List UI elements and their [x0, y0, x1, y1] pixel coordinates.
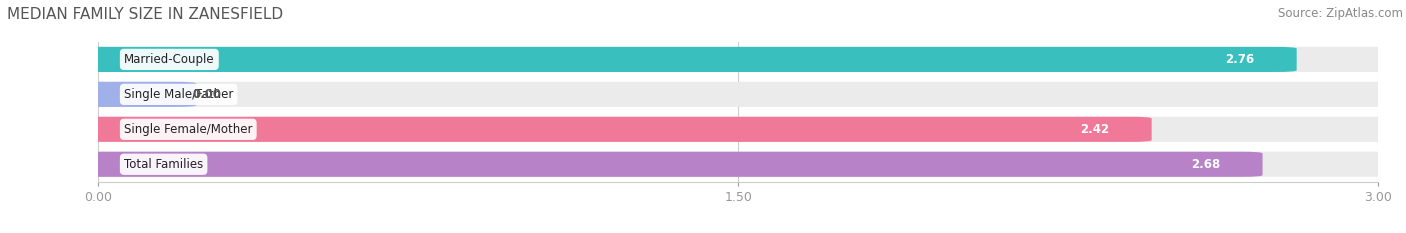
Text: 2.76: 2.76: [1225, 53, 1254, 66]
FancyBboxPatch shape: [77, 47, 1399, 72]
Text: Single Male/Father: Single Male/Father: [124, 88, 233, 101]
Text: 2.42: 2.42: [1080, 123, 1109, 136]
FancyBboxPatch shape: [77, 82, 197, 107]
FancyBboxPatch shape: [77, 82, 1399, 107]
Text: Source: ZipAtlas.com: Source: ZipAtlas.com: [1278, 7, 1403, 20]
Text: Total Families: Total Families: [124, 158, 204, 171]
Text: 2.68: 2.68: [1191, 158, 1220, 171]
Text: Married-Couple: Married-Couple: [124, 53, 215, 66]
FancyBboxPatch shape: [77, 117, 1399, 142]
FancyBboxPatch shape: [77, 152, 1263, 177]
FancyBboxPatch shape: [77, 47, 1296, 72]
FancyBboxPatch shape: [77, 117, 1152, 142]
Text: 0.00: 0.00: [193, 88, 221, 101]
Text: Single Female/Mother: Single Female/Mother: [124, 123, 253, 136]
FancyBboxPatch shape: [77, 152, 1399, 177]
Text: MEDIAN FAMILY SIZE IN ZANESFIELD: MEDIAN FAMILY SIZE IN ZANESFIELD: [7, 7, 283, 22]
